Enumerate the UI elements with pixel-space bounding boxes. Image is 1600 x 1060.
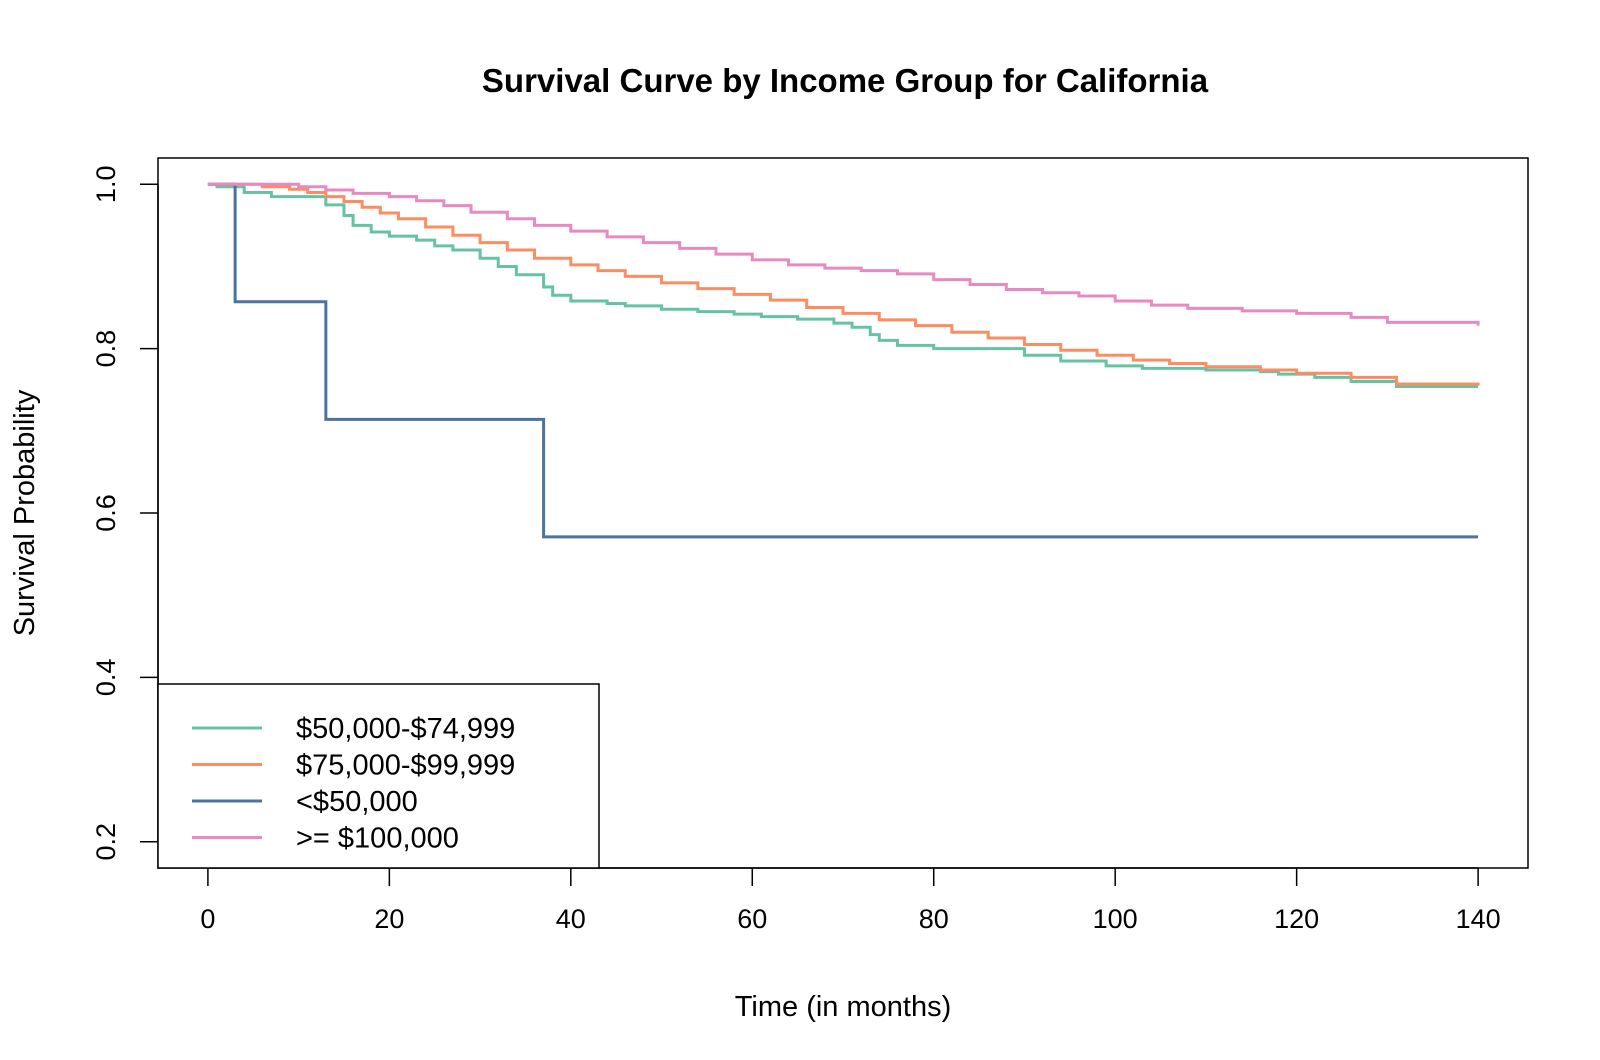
y-tick-label: 0.6: [91, 494, 121, 532]
y-tick-label: 0.2: [91, 823, 121, 861]
y-axis-label: Survival Probability: [9, 389, 41, 636]
x-tick-label: 100: [1093, 904, 1138, 934]
x-tick-label: 0: [200, 904, 215, 934]
chart-title: Survival Curve by Income Group for Calif…: [482, 62, 1209, 99]
survival-curves: [207, 182, 1480, 539]
legend-label: $50,000-$74,999: [296, 713, 515, 745]
legend-label: >= $100,000: [296, 823, 459, 855]
x-tick-label: 20: [374, 904, 404, 934]
x-tick-label: 60: [737, 904, 767, 934]
y-tick-label: 0.8: [91, 330, 121, 368]
x-tick-label: 80: [919, 904, 949, 934]
legend: $50,000-$74,999 $75,000-$99,999 <$50,000 >=…: [157, 683, 600, 869]
x-tick-label: 40: [556, 904, 586, 934]
curve-series-3: [207, 182, 1479, 539]
curve-series-2: [207, 182, 1480, 386]
legend-label: $75,000-$99,999: [296, 750, 515, 782]
curve-series-4: [207, 182, 1480, 326]
legend-label: <$50,000: [296, 786, 418, 818]
x-tick-label: 140: [1456, 904, 1501, 934]
y-tick-label: 1.0: [91, 166, 121, 204]
y-tick-label: 0.4: [91, 659, 121, 697]
y-axis: 0.2 0.4 0.6 0.8 1.0: [91, 166, 159, 861]
curve-series-1: [207, 182, 1479, 388]
x-tick-label: 120: [1274, 904, 1319, 934]
x-axis: 0 20 40 60 80 100 120 140: [200, 867, 1501, 934]
x-axis-label: Time (in months): [735, 991, 951, 1023]
